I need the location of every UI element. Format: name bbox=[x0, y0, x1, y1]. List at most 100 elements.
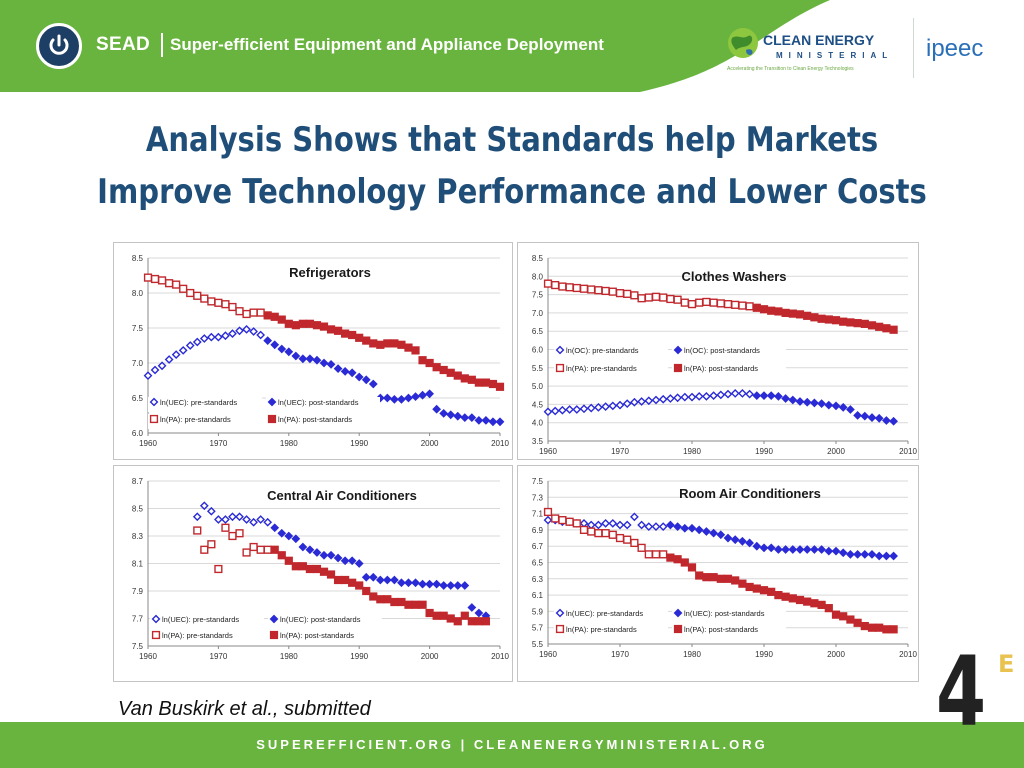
legend-backdrop bbox=[554, 608, 668, 622]
data-point bbox=[488, 417, 498, 427]
data-point bbox=[495, 382, 505, 391]
y-tick-label: 8.0 bbox=[132, 289, 144, 298]
data-point bbox=[390, 339, 399, 348]
data-point bbox=[709, 391, 718, 401]
data-point bbox=[781, 394, 790, 403]
data-point bbox=[730, 389, 740, 398]
data-point bbox=[702, 391, 711, 401]
data-point bbox=[579, 518, 589, 528]
y-tick-label: 5.0 bbox=[532, 382, 544, 391]
data-point bbox=[788, 594, 797, 603]
x-tick-label: 1980 bbox=[683, 447, 701, 456]
data-point bbox=[221, 515, 230, 524]
data-point bbox=[446, 581, 456, 590]
data-point bbox=[601, 286, 610, 296]
data-point bbox=[658, 394, 668, 404]
data-point bbox=[810, 398, 819, 408]
data-point bbox=[817, 545, 826, 554]
y-tick-label: 6.1 bbox=[532, 591, 544, 600]
header-divider bbox=[161, 33, 163, 57]
legend-backdrop bbox=[150, 614, 264, 628]
legend-marker bbox=[673, 608, 683, 618]
data-point bbox=[411, 346, 420, 355]
data-point bbox=[630, 512, 639, 522]
legend-label: ln(OC): pre-standards bbox=[566, 346, 639, 355]
data-point bbox=[673, 555, 682, 564]
data-point bbox=[601, 402, 610, 411]
legend-label: ln(PA): post-standards bbox=[684, 364, 758, 373]
chart-title: Room Air Conditioners bbox=[679, 486, 821, 501]
x-tick-label: 2010 bbox=[491, 652, 509, 661]
data-point bbox=[277, 344, 287, 354]
data-point bbox=[824, 400, 834, 410]
data-point bbox=[622, 399, 632, 409]
data-point bbox=[214, 564, 223, 574]
data-point bbox=[738, 536, 747, 546]
data-point bbox=[348, 578, 357, 587]
data-point bbox=[723, 389, 733, 399]
x-tick-label: 1980 bbox=[280, 652, 298, 661]
data-point bbox=[362, 336, 371, 345]
data-point bbox=[221, 331, 230, 341]
legend-label: ln(OC): post-standards bbox=[684, 346, 760, 355]
data-point bbox=[425, 389, 434, 399]
data-point bbox=[608, 530, 617, 539]
data-point bbox=[312, 548, 322, 557]
data-point bbox=[723, 300, 733, 309]
data-point bbox=[680, 392, 690, 402]
x-tick-label: 2000 bbox=[827, 650, 845, 659]
legend-backdrop bbox=[554, 363, 668, 379]
data-point bbox=[716, 299, 725, 308]
footer-links[interactable]: SUPEREFFICIENT.ORG | CLEANENERGYMINISTER… bbox=[256, 737, 768, 752]
data-point bbox=[702, 297, 711, 307]
data-point bbox=[298, 319, 307, 328]
org-full-name: Super-efficient Equipment and Appliance … bbox=[170, 35, 604, 54]
data-point bbox=[150, 365, 160, 375]
data-point bbox=[291, 351, 301, 361]
y-tick-label: 8.3 bbox=[132, 532, 144, 541]
data-point bbox=[362, 586, 371, 596]
x-tick-label: 2010 bbox=[491, 439, 509, 448]
data-point bbox=[666, 294, 675, 304]
data-point bbox=[687, 300, 697, 309]
data-point bbox=[341, 329, 350, 338]
data-point bbox=[207, 540, 216, 549]
data-point bbox=[709, 573, 718, 582]
data-point bbox=[200, 294, 209, 303]
data-point bbox=[644, 522, 654, 532]
data-point bbox=[453, 371, 462, 380]
data-point bbox=[738, 579, 747, 588]
data-point bbox=[788, 395, 798, 405]
data-point bbox=[889, 416, 898, 426]
data-point bbox=[235, 529, 244, 538]
data-point bbox=[481, 416, 491, 425]
data-point bbox=[824, 604, 833, 613]
chart-refrigerators: 6.0 6.5 7.0 7.5 8.0 8.5 1960 1970 1980 1990 2000 20… bbox=[113, 242, 513, 460]
data-point bbox=[543, 507, 553, 517]
x-tick-label: 1960 bbox=[139, 652, 157, 661]
data-point bbox=[839, 317, 848, 326]
data-point bbox=[745, 538, 754, 548]
legend-backdrop bbox=[554, 624, 668, 638]
data-point bbox=[221, 523, 230, 532]
data-point bbox=[361, 375, 371, 385]
y-tick-label: 3.5 bbox=[532, 437, 544, 446]
data-point bbox=[256, 515, 266, 524]
legend-marker bbox=[151, 630, 161, 640]
data-point bbox=[150, 274, 160, 284]
data-point bbox=[284, 347, 294, 357]
y-tick-label: 6.7 bbox=[532, 542, 544, 551]
y-tick-label: 6.5 bbox=[532, 327, 544, 336]
legend-marker bbox=[149, 414, 159, 424]
data-point bbox=[206, 506, 216, 516]
footer-band bbox=[0, 722, 1024, 768]
data-point bbox=[882, 416, 891, 425]
data-point bbox=[565, 517, 574, 526]
data-point bbox=[860, 411, 870, 421]
data-point bbox=[558, 282, 567, 291]
data-point bbox=[460, 611, 469, 620]
data-point bbox=[774, 307, 783, 316]
x-tick-label: 1980 bbox=[683, 650, 701, 659]
data-point bbox=[766, 391, 776, 401]
y-tick-label: 4.5 bbox=[532, 400, 544, 409]
